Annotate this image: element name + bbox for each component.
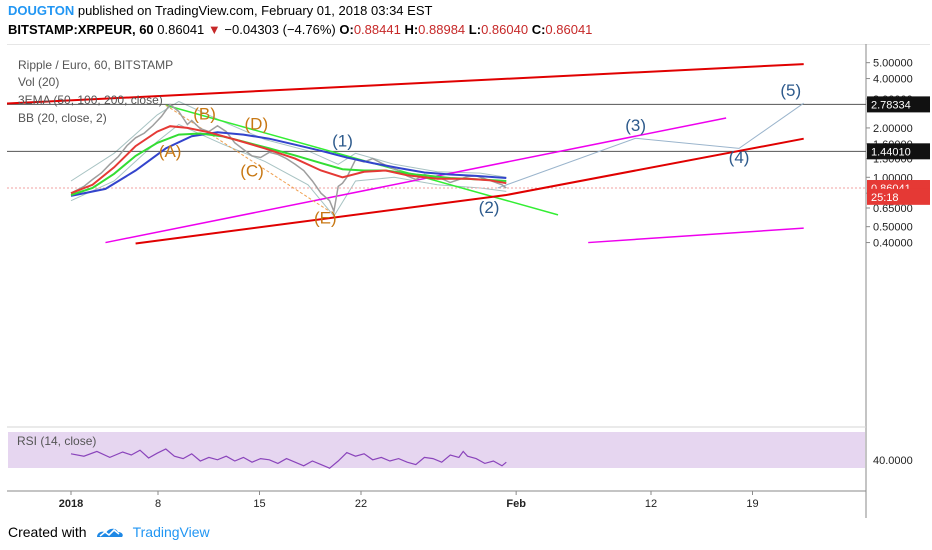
price-tick-label: 0.50000 [873,222,913,234]
legend: Ripple / Euro, 60, BITSTAMP Vol (20) 3EM… [17,58,173,448]
low-value: 0.86040 [481,22,529,37]
time-tick-label: 2018 [59,498,83,510]
low-label: L: [468,22,482,37]
ema100-line [70,132,507,196]
legend-bb[interactable]: BB (20, close, 2) [18,111,107,125]
down-arrow-icon: ▼ [207,22,221,37]
open-label: O: [339,22,354,37]
bollinger-bands [70,100,507,217]
price-flag [867,143,930,160]
ema-lines [70,125,507,197]
ema200-line [70,131,507,197]
impulse-wave-label: (3) [625,116,646,135]
rsi-series [70,448,507,469]
impulse-wave-label: (1) [332,131,353,150]
created-with-text: Created with [8,524,87,540]
rsi-tick-label: 40.0000 [873,455,913,467]
rsi-line [70,448,507,469]
price-flag-label: 25:18 [871,192,899,204]
publish-info: published on TradingView.com, February 0… [77,3,433,18]
tradingview-logo-icon [96,528,123,537]
price-flag [867,96,930,113]
time-tick-label: 8 [155,498,161,510]
price-axis: 5.000004.000003.000002.000001.600001.300… [866,58,930,467]
open-value: 0.88441 [353,22,401,37]
correction-label: (E) [314,208,337,227]
correction-label: (B) [193,104,216,123]
chart-container[interactable]: (A) (B) (C) (D) (E) (1) (2) (3) (4) (5) 5.00000 4.… [7,44,930,518]
symbol-name[interactable]: BITSTAMP:XRPEUR, 60 [8,22,154,37]
bb-lower-line [70,123,507,217]
rsi-legend[interactable]: RSI (14, close) [17,434,96,448]
price-chart[interactable]: (A) (B) (C) (D) (E) (1) (2) (3) (4) (5) 5.00000 4.… [7,44,930,518]
price-change: −0.04303 (−4.76%) [224,22,336,37]
correction-label: (D) [245,114,269,133]
time-tick-label: 12 [645,498,657,510]
close-value: 0.86041 [545,22,593,37]
price-tick-label: 0.65000 [873,203,913,215]
impulse-wave-label: (4) [729,148,750,167]
correction-label: (A) [159,142,182,161]
red-upper-trendline [7,63,804,105]
time-tick-label: 19 [746,498,758,510]
price-flag-label: 1.44010 [871,146,911,158]
price-tick-label: 4.00000 [873,74,913,86]
time-axis: 2018 8 15 22 Feb 12 19 [59,491,759,510]
red-lower-trendline [135,137,804,245]
last-price: 0.86041 [157,22,205,37]
magenta-lower-trendline [588,227,804,244]
price-tick-label: 2.00000 [873,123,913,135]
rsi-band [8,432,865,468]
legend-vol[interactable]: Vol (20) [18,75,59,89]
close-label: C: [531,22,546,37]
legend-title[interactable]: Ripple / Euro, 60, BITSTAMP [18,58,173,72]
publish-header: DOUGTON published on TradingView.com, Fe… [8,3,432,18]
time-tick-label: Feb [506,498,526,510]
tradingview-brand[interactable]: TradingView [132,524,210,540]
correction-label: (C) [240,162,264,181]
footer: Created with TradingView [8,521,210,543]
impulse-wave-label: (5) [780,81,801,100]
impulse-wave-label: (2) [479,198,500,217]
wave-labels: (A) (B) (C) (D) (E) (1) (2) (3) (4) (5) [159,81,801,227]
price-flag [867,188,930,205]
bb-upper-line [70,100,507,182]
price-tick-label: 5.00000 [873,58,913,70]
horizontal-levels [7,103,866,189]
high-label: H: [404,22,419,37]
author-name[interactable]: DOUGTON [8,3,75,18]
projection-path [497,102,804,189]
ema50-line [70,125,507,195]
symbol-header: BITSTAMP:XRPEUR, 60 0.86041 ▼ −0.04303 (… [8,22,592,37]
price-flag-label: 2.78334 [871,99,911,111]
time-tick-label: 15 [253,498,265,510]
legend-ema[interactable]: 3EMA (50, 100, 200, close) [18,93,163,107]
price-tick-label: 0.40000 [873,238,913,250]
orange-dashed-line [165,104,330,212]
high-value: 0.88984 [418,22,466,37]
time-tick-label: 22 [355,498,367,510]
